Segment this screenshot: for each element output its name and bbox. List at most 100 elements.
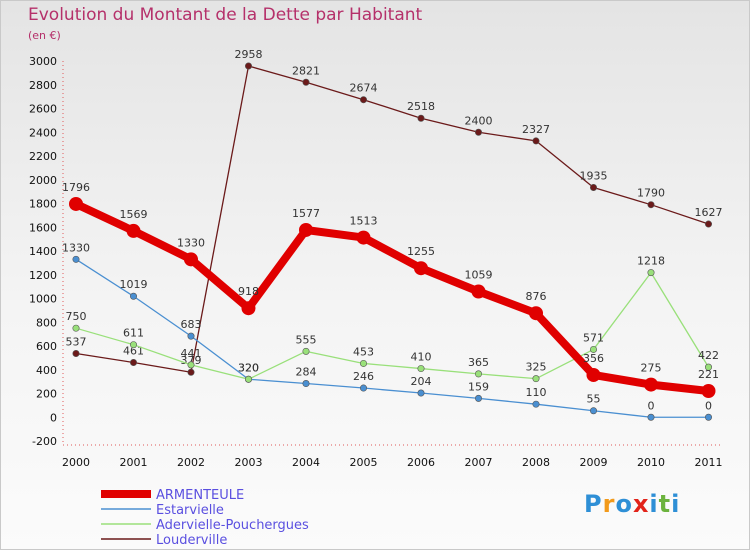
data-label-louderville: 2518: [407, 100, 435, 113]
data-point-louderville: [417, 114, 425, 122]
data-point-adervielle-pouchergues: [72, 324, 80, 332]
data-label-armenteule: 1569: [120, 208, 148, 221]
data-point-estarvielle: [474, 394, 482, 402]
y-tick-label: 3000: [29, 55, 57, 68]
series-line-armenteule: [72, 199, 713, 396]
data-label-armenteule: 356: [583, 352, 604, 365]
data-point-armenteule: [126, 223, 141, 238]
data-label-louderville: 2327: [522, 123, 550, 136]
data-label-estarvielle: 1330: [62, 241, 90, 254]
data-label-estarvielle: 246: [353, 370, 374, 383]
data-point-estarvielle: [302, 380, 310, 388]
data-point-louderville: [647, 201, 655, 209]
data-label-armenteule: 1330: [177, 236, 205, 249]
data-label-adervielle-pouchergues: 410: [411, 351, 432, 364]
data-label-adervielle-pouchergues: 1218: [637, 255, 665, 268]
series-line-estarvielle: [75, 258, 710, 418]
data-point-louderville: [302, 78, 310, 86]
data-point-armenteule: [414, 261, 428, 276]
data-label-louderville: 2958: [235, 48, 263, 61]
data-label-armenteule: 1059: [465, 268, 493, 281]
data-point-estarvielle: [704, 413, 712, 421]
data-label-louderville: 2674: [350, 82, 378, 95]
legend-label-louderville: Louderville: [156, 533, 227, 548]
data-point-armenteule: [69, 196, 83, 211]
x-tick-label: 2005: [350, 456, 378, 469]
data-point-adervielle-pouchergues: [647, 269, 655, 277]
data-label-adervielle-pouchergues: 320: [238, 361, 259, 374]
data-label-adervielle-pouchergues: 611: [123, 327, 144, 340]
data-point-estarvielle: [187, 332, 195, 340]
data-point-estarvielle: [417, 389, 425, 397]
data-label-adervielle-pouchergues: 571: [583, 331, 604, 344]
data-point-adervielle-pouchergues: [589, 345, 597, 353]
data-point-louderville: [532, 137, 540, 145]
x-tick-label: 2006: [407, 456, 435, 469]
data-label-adervielle-pouchergues: 441: [181, 347, 202, 360]
data-label-adervielle-pouchergues: 555: [296, 333, 317, 346]
data-point-armenteule: [299, 222, 313, 237]
data-label-louderville: 1790: [637, 187, 665, 200]
data-point-adervielle-pouchergues: [359, 359, 367, 367]
data-point-adervielle-pouchergues: [704, 363, 712, 371]
y-tick-label: 2200: [29, 150, 57, 163]
data-point-armenteule: [529, 306, 543, 321]
data-label-armenteule: 1577: [292, 207, 320, 220]
data-point-adervielle-pouchergues: [187, 361, 195, 369]
data-label-louderville: 379: [181, 354, 202, 367]
x-tick-label: 2009: [580, 456, 608, 469]
data-label-louderville: 461: [123, 345, 144, 358]
y-tick-label: 1000: [29, 293, 57, 306]
data-point-estarvielle: [647, 413, 655, 421]
data-point-armenteule: [644, 377, 658, 392]
data-point-estarvielle: [130, 292, 138, 300]
data-point-louderville: [704, 220, 712, 228]
chart-subtitle: (en €): [28, 29, 61, 42]
data-label-louderville: 2821: [292, 64, 320, 77]
x-tick-label: 2011: [695, 456, 723, 469]
data-point-louderville: [359, 96, 367, 104]
data-point-adervielle-pouchergues: [417, 365, 425, 373]
data-point-armenteule: [586, 367, 601, 382]
data-label-estarvielle: 55: [587, 393, 601, 406]
y-tick-label: 800: [36, 316, 57, 329]
x-tick-label: 2008: [522, 456, 550, 469]
y-tick-label: 200: [36, 388, 57, 401]
legend-label-adervielle-pouchergues: Adervielle-Pouchergues: [156, 518, 309, 533]
data-point-armenteule: [471, 284, 486, 299]
y-tick-label: 2000: [29, 174, 57, 187]
data-label-louderville: 1627: [695, 206, 723, 219]
x-tick-label: 2010: [637, 456, 665, 469]
data-point-louderville: [72, 349, 80, 357]
data-point-estarvielle: [589, 407, 597, 415]
legend-label-armenteule: ARMENTEULE: [156, 488, 244, 503]
y-tick-label: 1400: [29, 245, 57, 258]
data-label-louderville: 1935: [580, 169, 608, 182]
legend-label-estarvielle: Estarvielle: [156, 503, 224, 518]
data-label-estarvielle: 0: [705, 399, 712, 412]
data-label-armenteule: 918: [238, 285, 259, 298]
data-label-louderville: 2400: [465, 114, 493, 127]
data-point-armenteule: [701, 384, 716, 399]
y-tick-label: 2800: [29, 79, 57, 92]
series-line-adervielle-pouchergues: [75, 271, 710, 380]
y-tick-label: 400: [36, 364, 57, 377]
data-label-adervielle-pouchergues: 365: [468, 356, 489, 369]
proxiti-logo: Proxiti: [584, 490, 681, 518]
x-tick-label: 2003: [235, 456, 263, 469]
y-tick-label: 1600: [29, 221, 57, 234]
data-point-estarvielle: [359, 384, 367, 392]
data-label-estarvielle: 284: [296, 366, 317, 379]
series-line-louderville: [75, 65, 710, 373]
data-label-armenteule: 221: [698, 368, 719, 381]
data-point-adervielle-pouchergues: [130, 341, 138, 349]
x-tick-label: 2004: [292, 456, 320, 469]
data-point-louderville: [474, 128, 482, 136]
data-label-estarvielle: 320: [238, 361, 259, 374]
data-label-estarvielle: 204: [411, 375, 432, 388]
y-tick-label: 2600: [29, 103, 57, 116]
x-tick-label: 2002: [177, 456, 205, 469]
data-label-louderville: 537: [66, 335, 87, 348]
data-label-estarvielle: 110: [526, 386, 547, 399]
